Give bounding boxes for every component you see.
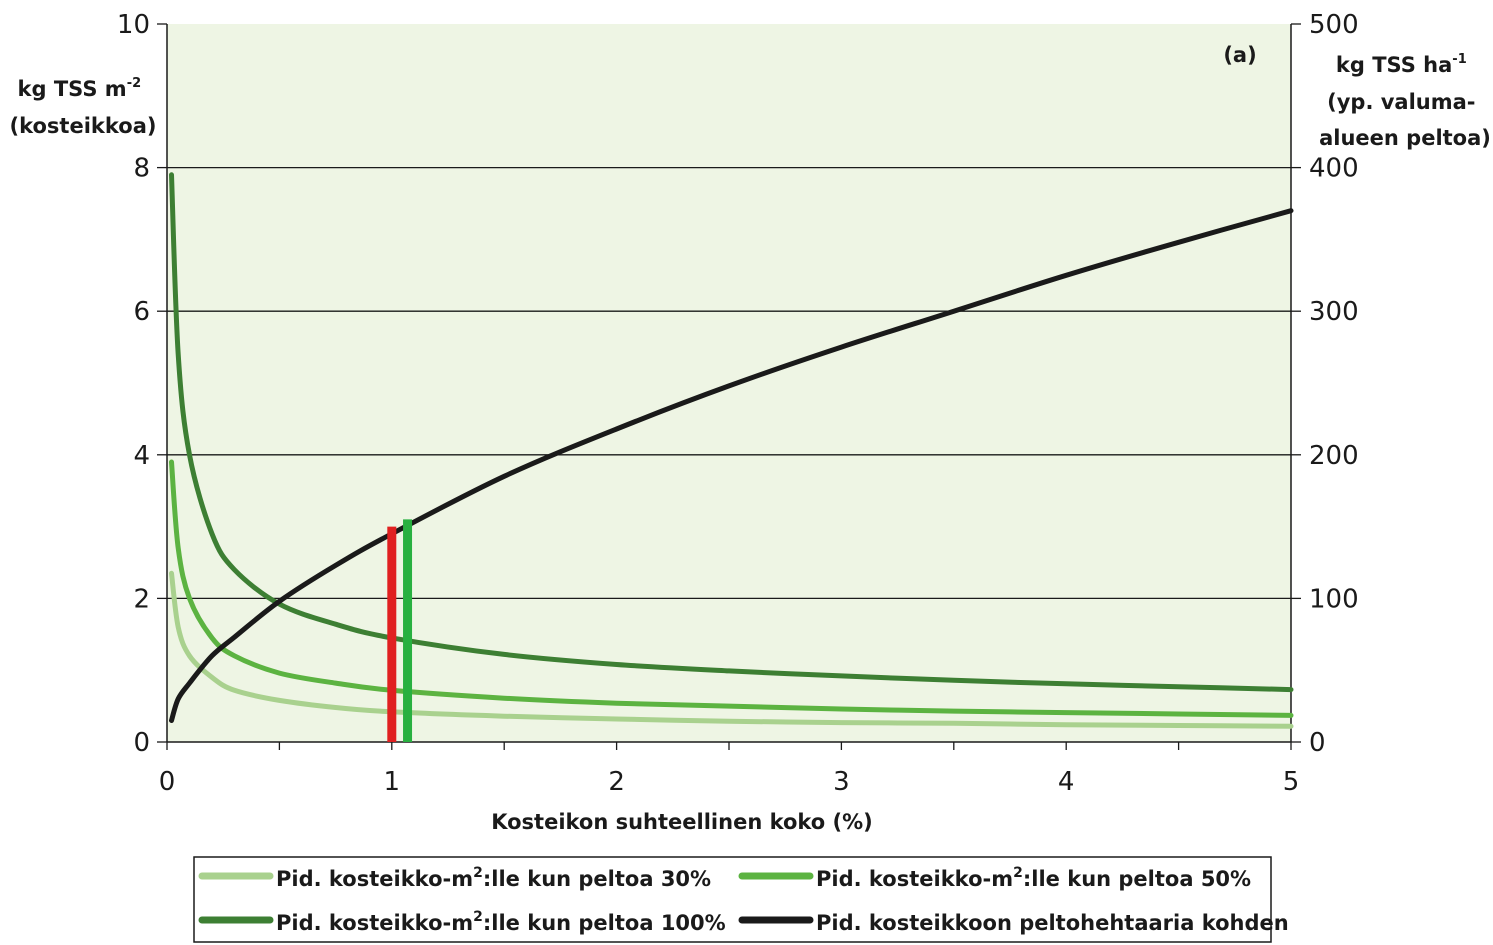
x-axis-ticks: 0 1 2 3 4 5 bbox=[159, 742, 1300, 797]
x-tick-label: 0 bbox=[159, 767, 176, 797]
y-left-axis-ticks: 0 2 4 6 8 10 bbox=[117, 10, 167, 758]
x-axis-title: Kosteikon suhteellinen koko (%) bbox=[491, 810, 873, 834]
y-right-tick-label: 0 bbox=[1309, 728, 1326, 758]
x-tick-label: 2 bbox=[608, 767, 625, 797]
legend-label: Pid. kosteikkoon peltohehtaaria kohden bbox=[816, 911, 1289, 935]
legend-label: Pid. kosteikko-m2:lle kun peltoa 100% bbox=[276, 909, 726, 935]
series-line-peltoa-30 bbox=[169, 570, 1294, 729]
gridlines bbox=[167, 166, 1291, 600]
series-line-per-hectare bbox=[169, 208, 1294, 723]
y-left-tick-label: 8 bbox=[133, 154, 150, 184]
x-tick-label: 5 bbox=[1283, 767, 1300, 797]
series-line-peltoa-50 bbox=[169, 459, 1294, 718]
y-left-tick-label: 6 bbox=[133, 297, 150, 327]
x-tick-label: 4 bbox=[1058, 767, 1075, 797]
y-left-tick-label: 10 bbox=[117, 10, 150, 40]
legend-label: Pid. kosteikko-m2:lle kun peltoa 30% bbox=[276, 865, 711, 891]
y-left-tick-label: 0 bbox=[133, 728, 150, 758]
y-right-tick-label: 400 bbox=[1309, 154, 1359, 184]
x-tick-label: 1 bbox=[384, 767, 401, 797]
legend: Pid. kosteikko-m2:lle kun peltoa 30% Pid.… bbox=[198, 865, 1289, 935]
series-lines bbox=[169, 172, 1294, 729]
y-right-tick-label: 100 bbox=[1309, 584, 1359, 614]
panel-label: (a) bbox=[1223, 43, 1256, 67]
y-right-axis-ticks: 0 100 200 300 400 500 bbox=[1291, 10, 1359, 758]
y-right-tick-label: 200 bbox=[1309, 441, 1359, 471]
y-right-tick-label: 500 bbox=[1309, 10, 1359, 40]
y-left-tick-label: 4 bbox=[133, 441, 150, 471]
y-right-axis-title: kg TSS ha-1 (yp. valuma- alueen peltoa) bbox=[1319, 44, 1491, 150]
marker-bars bbox=[387, 519, 413, 742]
legend-label: Pid. kosteikko-m2:lle kun peltoa 50% bbox=[816, 865, 1251, 891]
series-line-peltoa-100 bbox=[169, 172, 1294, 693]
legend-box bbox=[193, 856, 1272, 943]
plot-area bbox=[167, 24, 1291, 742]
y-left-axis-title: kg TSS m-2 (kosteikkoa) bbox=[10, 68, 157, 138]
y-left-tick-label: 2 bbox=[133, 584, 150, 614]
y-right-tick-label: 300 bbox=[1309, 297, 1359, 327]
x-tick-label: 3 bbox=[833, 767, 850, 797]
